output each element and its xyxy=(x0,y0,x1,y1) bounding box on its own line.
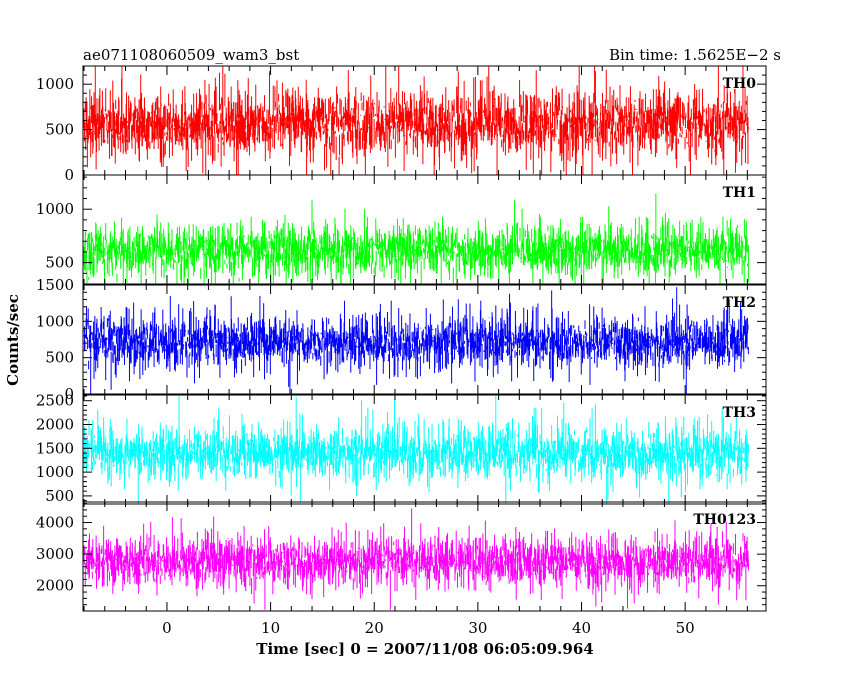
x-tick-label: 40 xyxy=(572,619,591,637)
panel-label-th2: TH2 xyxy=(723,295,756,311)
series-th1 xyxy=(83,193,749,284)
y-tick-label: 2000 xyxy=(36,577,74,595)
y-tick-label: 1000 xyxy=(36,75,74,93)
y-tick-label: 1500 xyxy=(36,439,74,457)
x-tick-label: 0 xyxy=(162,619,172,637)
panel-th0: 0 500 1000 TH0 xyxy=(36,65,767,184)
panel-th1: 500 1000 TH1 xyxy=(36,174,767,285)
panel-label-th1: TH1 xyxy=(723,185,756,201)
series-th0 xyxy=(83,66,749,175)
series-th0123 xyxy=(83,508,749,610)
panel-label-th0: TH0 xyxy=(723,76,757,92)
panel-label-th0123: TH0123 xyxy=(693,512,756,528)
panel-frame xyxy=(82,394,767,505)
panel-label-th3: TH3 xyxy=(723,405,756,421)
x-axis-tick-labels: 0 10 20 30 40 50 xyxy=(162,619,695,637)
y-tick-label: 500 xyxy=(45,349,74,367)
panel-frame xyxy=(82,284,767,395)
y-tick-label: 1000 xyxy=(36,200,74,218)
panel-th2: 0 500 1000 1500 TH2 xyxy=(36,276,767,403)
y-tick-label: 1500 xyxy=(36,276,74,294)
y-tick-label: 3000 xyxy=(36,545,74,563)
panel-th0123: 2000 3000 4000 TH0123 xyxy=(36,501,767,612)
bin-time-label: Bin time: 1.5625E−2 s xyxy=(609,46,781,64)
y-tick-label: 0 xyxy=(64,385,74,403)
x-tick-label: 20 xyxy=(365,619,384,637)
panel-stack: 0 500 1000 TH0 500 1000 TH1 0 500 1000 1500 TH2 500 1… xyxy=(36,65,767,612)
y-tick-label: 1000 xyxy=(36,312,74,330)
y-tick-label: 0 xyxy=(64,166,74,184)
y-tick-label: 2500 xyxy=(36,392,74,410)
y-tick-label: 500 xyxy=(45,487,74,505)
x-tick-label: 50 xyxy=(676,619,695,637)
series-th2 xyxy=(83,287,749,394)
y-tick-label: 4000 xyxy=(36,514,74,532)
x-tick-label: 10 xyxy=(261,619,280,637)
y-tick-label: 2000 xyxy=(36,416,74,434)
y-tick-label: 1000 xyxy=(36,463,74,481)
y-axis-title: Counts/sec xyxy=(4,294,22,386)
y-tick-label: 500 xyxy=(45,121,74,139)
chart-title: ae071108060509_wam3_bst xyxy=(83,46,299,64)
y-tick-label: 500 xyxy=(45,254,74,272)
x-axis-title: Time [sec] 0 = 2007/11/08 06:05:09.964 xyxy=(256,640,593,658)
panel-frame xyxy=(82,174,767,285)
series-th3 xyxy=(83,395,749,504)
x-tick-label: 30 xyxy=(468,619,487,637)
panel-frame xyxy=(82,501,767,612)
panel-th3: 500 1000 1500 2000 2500 TH3 xyxy=(36,392,767,505)
